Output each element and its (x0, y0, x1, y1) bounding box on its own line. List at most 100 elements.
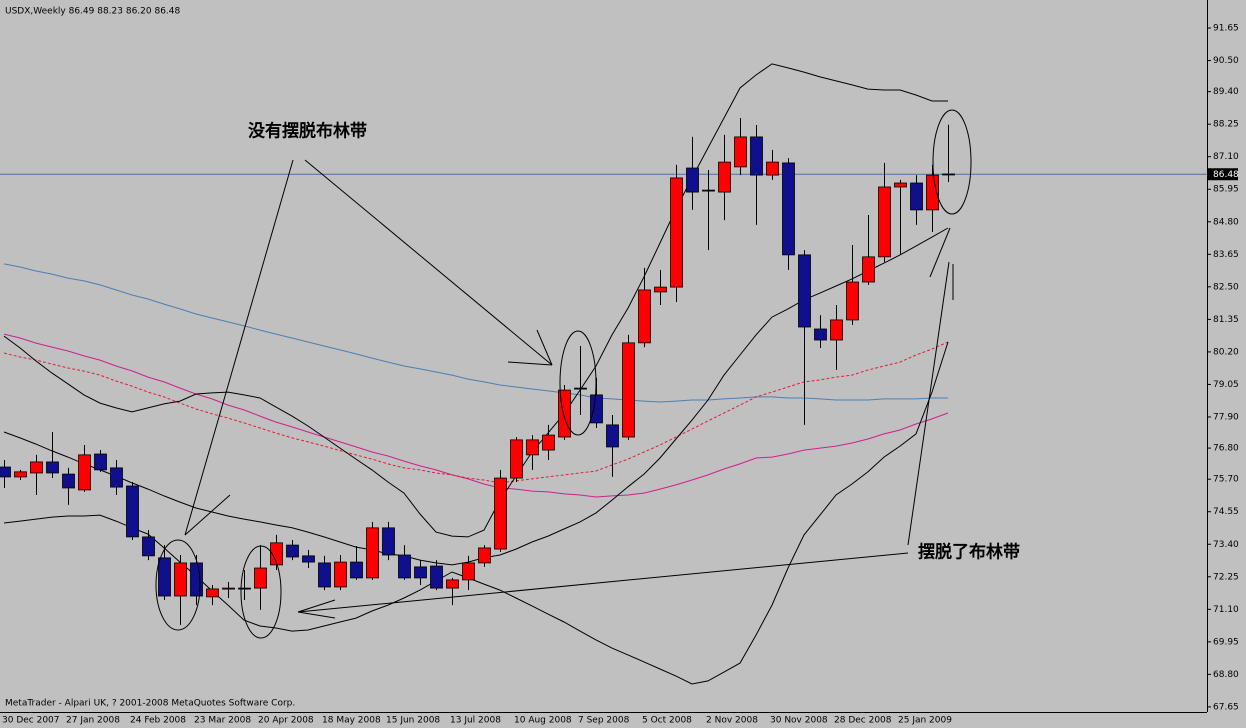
candle-body (702, 189, 715, 192)
x-tick-label: 2 Nov 2008 (706, 716, 758, 726)
y-tick-label: 87.10 (1213, 152, 1239, 162)
candle-body (174, 562, 187, 597)
candle-body (942, 173, 955, 176)
candle-body (430, 565, 443, 589)
footer: MetaTrader - Alpari UK, ? 2001-2008 Meta… (5, 699, 295, 709)
annotation: 摆脱了布林带 (918, 542, 1020, 563)
highlight-ellipse (932, 109, 972, 215)
candle-body (862, 256, 875, 283)
x-tick-label: 20 Apr 2008 (258, 716, 314, 726)
arrow (184, 494, 231, 536)
candle-body (334, 561, 347, 588)
candle-body (782, 162, 795, 256)
candle-body (462, 562, 475, 581)
candle-body (766, 161, 779, 176)
x-tick-label: 28 Dec 2008 (834, 716, 892, 726)
current-price-label: 86.48 (1213, 170, 1239, 180)
y-tick-label: 83.65 (1213, 250, 1239, 260)
arrow (907, 261, 950, 546)
candle-body (878, 186, 891, 258)
x-tick-label: 23 Mar 2008 (194, 716, 251, 726)
y-tick-label: 89.40 (1213, 87, 1239, 97)
candle-body (366, 527, 379, 579)
y-tick-label: 71.10 (1213, 605, 1239, 615)
arrow (507, 361, 553, 366)
x-tick-label: 10 Aug 2008 (514, 716, 572, 726)
candle-body (846, 281, 859, 321)
candle-body (574, 387, 587, 390)
x-tick-label: 30 Nov 2008 (770, 716, 828, 726)
y-tick-label: 80.20 (1213, 347, 1239, 357)
candle-body (910, 182, 923, 211)
y-tick-label: 82.50 (1213, 282, 1239, 292)
y-tick-label: 74.55 (1213, 507, 1239, 517)
candle-body (542, 434, 555, 451)
candle-body (46, 461, 59, 474)
y-tick-label: 91.65 (1213, 24, 1239, 34)
candle-body (814, 328, 827, 341)
candle-body (62, 473, 75, 489)
candle-body (398, 554, 411, 579)
candle-body (254, 567, 267, 589)
candle-body (94, 453, 107, 471)
candle-body (750, 136, 763, 176)
candle-body (478, 547, 491, 564)
y-tick-label: 67.65 (1213, 702, 1239, 712)
candle-body (286, 544, 299, 558)
candle-body (894, 182, 907, 188)
x-tick-label: 27 Jan 2008 (66, 716, 120, 726)
candle-body (798, 254, 811, 328)
y-tick-label: 90.50 (1213, 56, 1239, 66)
candle-body (734, 136, 747, 168)
candle-body (414, 566, 427, 579)
candle-body (718, 161, 731, 193)
annotation: 没有摆脱布林带 (248, 121, 367, 142)
candle-body (382, 527, 395, 556)
indicator-line (3, 63, 948, 538)
candle-body (158, 557, 171, 597)
y-tick-label: 76.80 (1213, 444, 1239, 454)
x-tick-label: 24 Feb 2008 (130, 716, 186, 726)
candle-body (830, 319, 843, 341)
candle-body (686, 167, 699, 193)
annotation-shapes (155, 109, 972, 639)
candle-body (110, 467, 123, 488)
candle-body (510, 439, 523, 479)
candle-body (638, 289, 651, 344)
candle-body (190, 562, 203, 597)
highlight-ellipse (240, 545, 282, 639)
arrow (297, 599, 336, 613)
candle-body (206, 588, 219, 598)
candle-body (30, 461, 43, 474)
x-tick-label: 15 Jun 2008 (386, 716, 440, 726)
arrow (929, 227, 951, 278)
candle-body (14, 471, 27, 478)
y-tick-label: 85.95 (1213, 185, 1239, 195)
candle-body (126, 485, 139, 538)
y-tick-label: 81.35 (1213, 315, 1239, 325)
candle-body (222, 587, 235, 590)
y-tick-label: 69.95 (1213, 637, 1239, 647)
candle-body (270, 542, 283, 566)
x-tick-label: 18 May 2008 (322, 716, 381, 726)
y-tick-label: 77.90 (1213, 412, 1239, 422)
candle-body (494, 477, 507, 550)
candle-body (446, 579, 459, 589)
arrow (297, 552, 909, 613)
indicator-line (3, 333, 949, 498)
y-tick-label: 72.25 (1213, 572, 1239, 582)
candle-body (622, 342, 635, 438)
highlight-ellipse (155, 539, 201, 631)
highlight-ellipse (559, 330, 597, 436)
x-tick-label: 25 Jan 2009 (898, 716, 952, 726)
candle-body (302, 555, 315, 563)
x-tick-label: 13 Jul 2008 (450, 716, 501, 726)
x-tick-label: 30 Dec 2007 (2, 716, 60, 726)
current-price-box (1208, 168, 1238, 181)
candle-body (78, 454, 91, 491)
candle-body (926, 174, 939, 211)
y-tick-label: 68.80 (1213, 670, 1239, 680)
arrow (297, 611, 336, 619)
